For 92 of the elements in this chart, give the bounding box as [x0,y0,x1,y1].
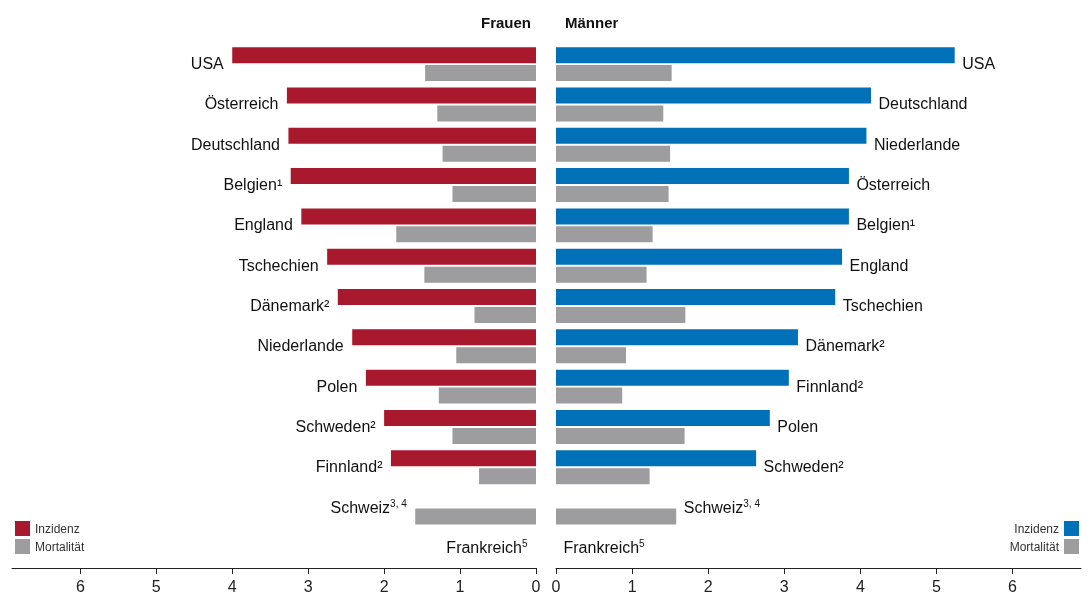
y-tick-label: Niederlande [257,337,344,356]
bar [555,266,647,283]
x-tick-label: 4 [227,577,237,595]
y-tick-label: Schweden² [763,458,844,477]
bar [425,65,536,82]
bar [555,105,663,122]
bar [555,409,770,426]
bar [555,208,849,225]
chart-title: Männer [564,14,618,31]
x-tick-label: 3 [779,577,789,595]
chart-title: Frauen [480,14,532,31]
bar [555,168,849,185]
y-tick-label: Finnland² [315,458,383,477]
bar [452,186,536,203]
bar [555,47,955,64]
y-tick-label: Schweden² [295,417,376,436]
y-tick-label: England [234,216,293,235]
x-tick-label: 1 [627,577,637,595]
bar [555,508,676,525]
bar [424,266,536,283]
bar [384,409,536,426]
y-tick-label: Dänemark² [250,297,330,315]
y-tick-label: Tschechien [842,297,923,315]
bar [232,47,536,64]
bar [396,226,536,243]
bar [555,145,670,162]
x-tick-label: 2 [703,577,713,595]
bar [474,306,536,323]
bar [327,248,536,265]
bar [555,65,672,82]
x-tick-label: 2 [379,577,389,595]
x-tick-label: 4 [855,577,865,595]
bar [555,186,669,203]
bar [555,87,871,104]
bar [301,208,536,225]
x-tick-label: 0 [531,577,541,595]
legend-label: Inzidenz [1013,521,1059,536]
x-tick-label: 0 [551,577,561,595]
bar [555,329,798,346]
bar [442,145,536,162]
bar [290,168,536,185]
bar [456,347,536,364]
bar [555,369,789,386]
y-tick-label: Frankreich$^{5}$ [446,537,528,557]
y-tick-label: Dänemark² [805,337,885,356]
bar [555,427,685,444]
x-tick-label: 1 [455,577,465,595]
bar [390,450,536,467]
legend-label: Mortalität [1009,539,1060,554]
bar [286,87,536,104]
y-tick-label: USA [190,55,224,74]
y-tick-label: Niederlande [873,135,961,154]
x-tick-label: 3 [303,577,313,595]
bar [555,468,650,485]
bar [555,306,685,323]
bar [365,369,536,386]
bar [555,347,626,364]
y-tick-label: Deutschland [190,135,280,154]
bar [555,450,756,467]
y-tick-label: Polen [777,417,819,436]
bar [555,248,842,265]
y-tick-label: Tschechien [238,256,319,275]
x-tick-label: 5 [151,577,161,595]
legend-label: Mortalität [35,539,86,554]
y-tick-label: Schweiz$^{3, 4}$ [683,497,760,517]
bar [415,508,536,525]
bar [555,127,866,144]
y-tick-label: Frankreich$^{5}$ [563,537,645,557]
bar [555,226,653,243]
y-tick-label: Belgien¹ [223,176,283,195]
y-tick-label: Schweiz$^{3, 4}$ [330,497,407,517]
bar [288,127,536,144]
y-tick-label: Deutschland [878,95,968,114]
bar [438,387,536,404]
y-tick-label: Finnland² [796,377,864,396]
y-tick-label: Österreich [856,176,931,195]
bar [555,289,835,306]
bar [452,427,536,444]
x-tick-label: 6 [75,577,85,595]
bar [479,468,536,485]
y-tick-label: England [849,256,909,275]
y-tick-label: Polen [316,377,358,396]
x-tick-label: 6 [1007,577,1017,595]
legend-label: Inzidenz [35,521,80,536]
bar [555,387,622,404]
y-tick-label: Belgien¹ [856,216,916,235]
x-tick-label: 5 [931,577,941,595]
y-tick-label: Österreich [204,95,279,114]
bar [352,329,536,346]
bar [337,289,536,306]
bar [437,105,536,122]
y-tick-label: USA [962,55,996,74]
